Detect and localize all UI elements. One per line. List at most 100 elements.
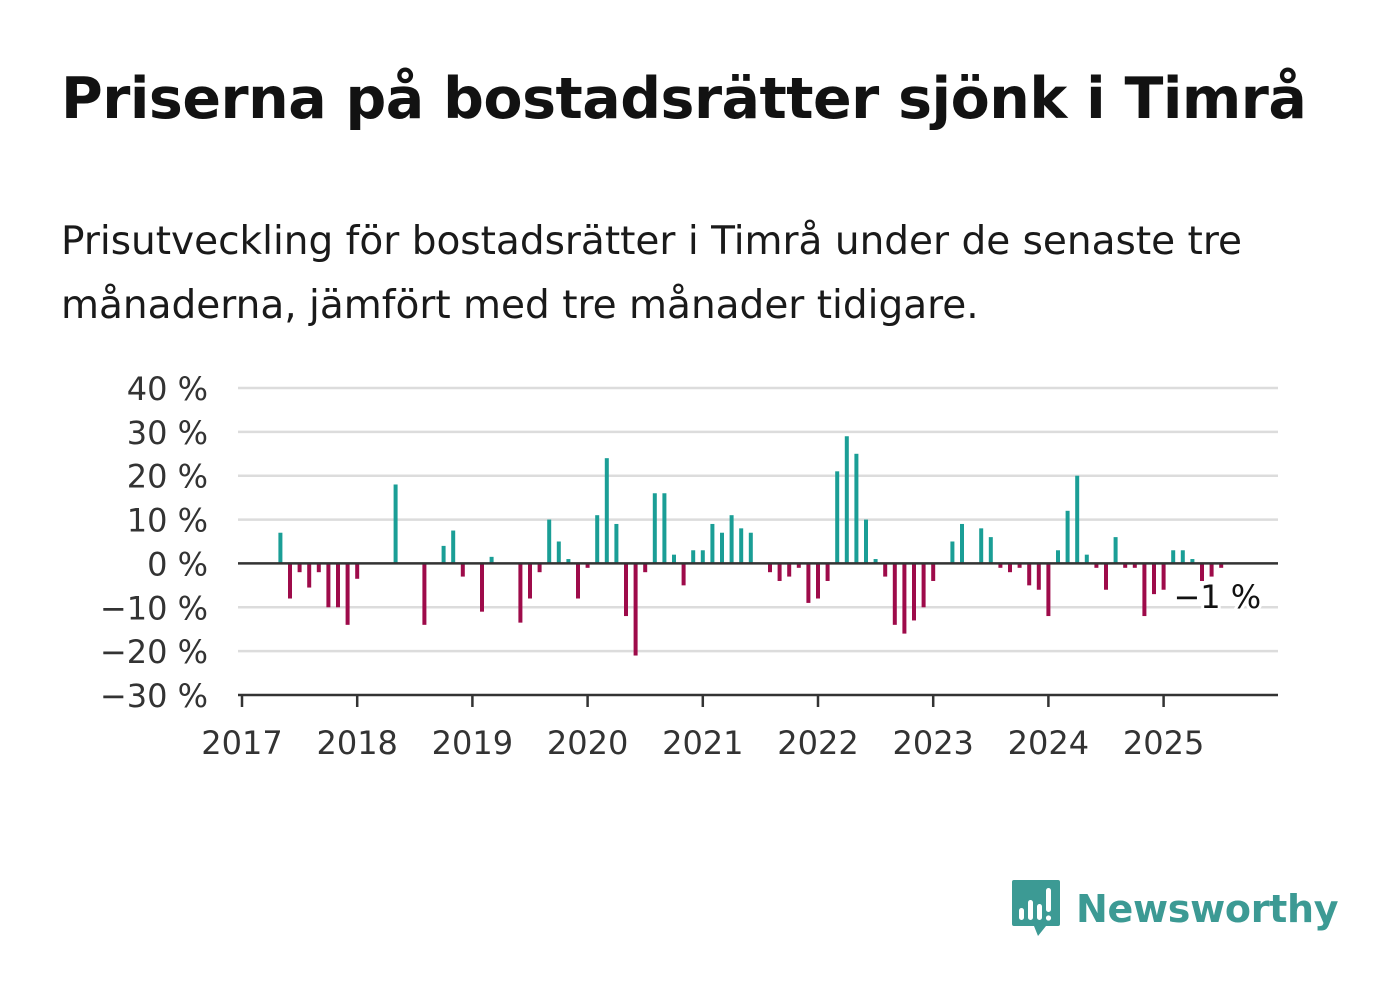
y-tick-label: −10 % bbox=[100, 589, 208, 627]
bar bbox=[1219, 563, 1224, 568]
bar bbox=[537, 563, 542, 573]
bar bbox=[681, 563, 686, 586]
x-tick-label: 2022 bbox=[777, 724, 858, 762]
bar bbox=[1036, 563, 1041, 590]
bar bbox=[931, 563, 936, 581]
bar bbox=[326, 563, 331, 608]
bar bbox=[1084, 554, 1089, 564]
bar bbox=[787, 563, 792, 577]
bar bbox=[950, 541, 955, 564]
bar bbox=[662, 493, 667, 564]
bar bbox=[960, 523, 964, 564]
x-tick-label: 2021 bbox=[662, 724, 743, 762]
bar bbox=[796, 563, 801, 568]
bar bbox=[835, 471, 840, 564]
bar bbox=[912, 563, 916, 621]
newsworthy-logo-icon bbox=[1012, 880, 1060, 936]
y-tick-label: −30 % bbox=[100, 677, 208, 715]
bar bbox=[998, 563, 1003, 568]
bar bbox=[1027, 563, 1032, 586]
bar bbox=[1056, 550, 1060, 564]
bar bbox=[624, 563, 628, 617]
bar bbox=[316, 563, 321, 573]
x-tick-label: 2023 bbox=[892, 724, 973, 762]
bar bbox=[614, 523, 619, 564]
bar bbox=[652, 493, 657, 564]
bar bbox=[633, 563, 638, 656]
bar bbox=[1075, 475, 1080, 564]
bar bbox=[892, 563, 897, 625]
bar bbox=[816, 563, 820, 599]
y-tick-label: 10 % bbox=[127, 502, 208, 540]
bar bbox=[1152, 563, 1156, 595]
bar bbox=[556, 541, 561, 564]
bar-chart: 40 % 30 % 20 % 10 % 0 % −10 % −20 % −30 % 2017 20… bbox=[100, 370, 1278, 762]
x-tick-label: 2020 bbox=[547, 724, 628, 762]
bar bbox=[806, 563, 811, 603]
y-tick-label: 20 % bbox=[127, 458, 208, 496]
y-tick-label: −20 % bbox=[100, 633, 208, 671]
bar bbox=[1017, 563, 1022, 568]
bar bbox=[1094, 563, 1099, 568]
bar bbox=[336, 563, 340, 608]
bar bbox=[278, 532, 283, 564]
bar bbox=[460, 563, 465, 577]
bar bbox=[883, 563, 888, 577]
bar bbox=[297, 563, 302, 573]
bar bbox=[825, 563, 830, 581]
bar bbox=[700, 550, 705, 564]
bar bbox=[873, 559, 878, 564]
bar bbox=[1132, 563, 1137, 568]
bar bbox=[672, 554, 676, 564]
bar bbox=[355, 563, 360, 579]
bar bbox=[720, 532, 724, 564]
bar bbox=[595, 515, 600, 564]
last-value-label: −1 % bbox=[1173, 578, 1261, 616]
bar bbox=[585, 563, 590, 568]
chart-subtitle: Prisutveckling för bostadsrätter i Timrå… bbox=[61, 219, 1243, 328]
y-tick-label: 40 % bbox=[127, 370, 208, 408]
x-tick-label: 2017 bbox=[201, 724, 282, 762]
bar bbox=[422, 563, 427, 625]
bar bbox=[1113, 537, 1118, 564]
x-tick-label: 2025 bbox=[1123, 724, 1204, 762]
bar bbox=[979, 528, 984, 564]
bar bbox=[441, 545, 446, 564]
bar bbox=[1123, 563, 1128, 568]
bar bbox=[566, 559, 571, 564]
bar bbox=[489, 556, 494, 564]
bar bbox=[768, 563, 772, 573]
bar bbox=[1171, 550, 1176, 564]
y-tick-label: 0 % bbox=[147, 545, 208, 583]
bar bbox=[451, 530, 456, 564]
bar bbox=[921, 563, 926, 608]
bar bbox=[1209, 563, 1214, 577]
bar bbox=[1200, 563, 1204, 581]
bar bbox=[777, 563, 782, 581]
x-tick-label: 2019 bbox=[432, 724, 513, 762]
bar bbox=[710, 523, 715, 564]
bar bbox=[604, 458, 609, 564]
bar bbox=[1008, 563, 1012, 573]
bar bbox=[1104, 563, 1108, 590]
bar bbox=[691, 550, 696, 564]
bar bbox=[307, 563, 312, 588]
bar bbox=[729, 515, 734, 564]
bar bbox=[902, 563, 907, 634]
bar bbox=[288, 563, 292, 599]
bar bbox=[1046, 563, 1051, 617]
bar bbox=[345, 563, 350, 625]
bar bbox=[739, 528, 744, 564]
bar bbox=[864, 519, 868, 564]
brand-logo: Newsworthy bbox=[1010, 878, 1339, 940]
bar bbox=[1180, 550, 1185, 564]
brand-name: Newsworthy bbox=[1076, 887, 1339, 931]
y-tick-label: 30 % bbox=[127, 414, 208, 452]
bar bbox=[854, 453, 859, 564]
bar bbox=[480, 563, 484, 612]
bar bbox=[748, 532, 753, 564]
bar bbox=[393, 484, 398, 564]
bar bbox=[518, 563, 523, 623]
bar bbox=[1161, 563, 1166, 590]
bar bbox=[1142, 563, 1147, 617]
